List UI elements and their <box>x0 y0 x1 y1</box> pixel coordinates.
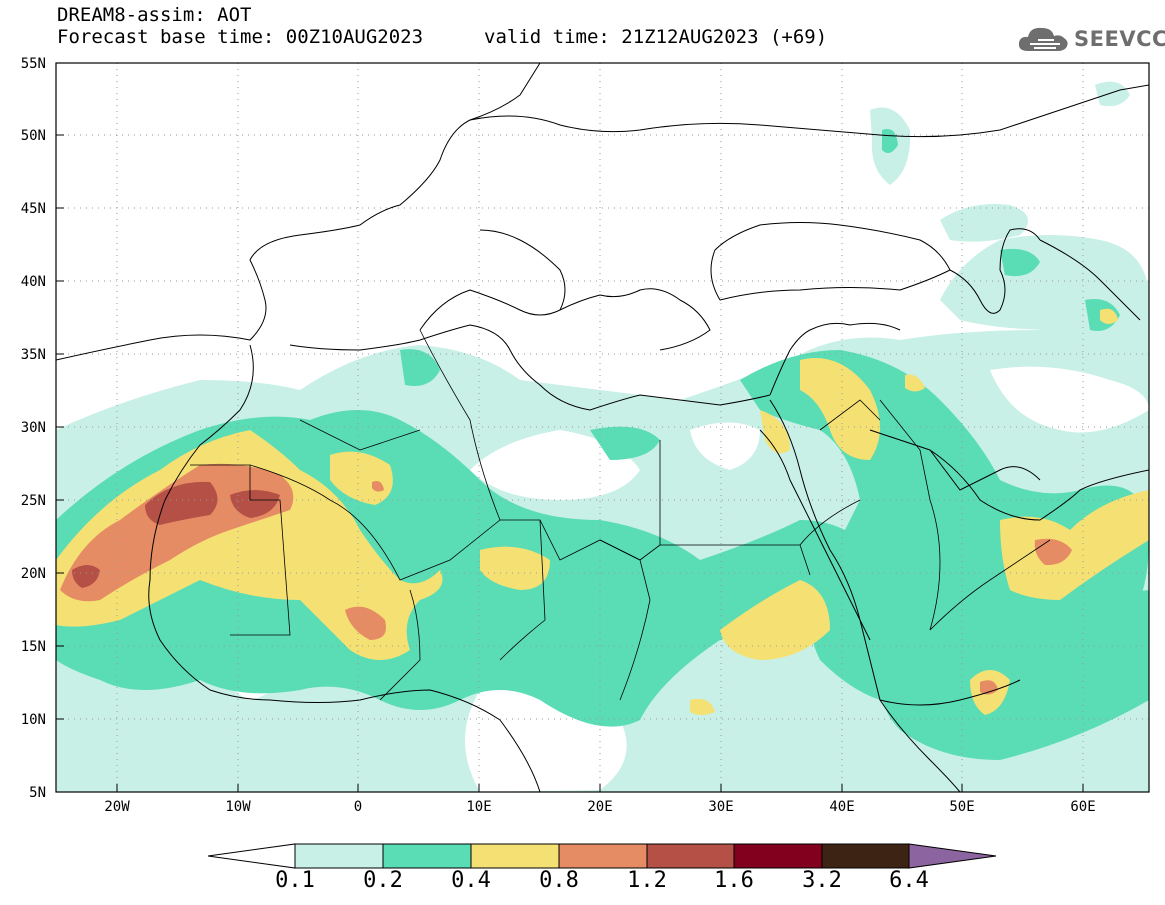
lat-labels: 5N 10N 15N 20N 25N 30N 35N 40N 45N 50N 5… <box>21 56 46 801</box>
lat-label: 55N <box>21 56 46 72</box>
lon-label: 20W <box>104 799 130 815</box>
colorbar-label: 0.2 <box>363 868 403 893</box>
aot-fields <box>56 63 1149 792</box>
valid-time: valid time: 21Z12AUG2023 (+69) <box>484 26 828 48</box>
colorbar-segment <box>646 843 735 869</box>
colorbar-segment <box>558 843 648 869</box>
colorbar-label: 6.4 <box>889 868 929 893</box>
coastlines <box>56 63 1149 792</box>
colorbar-under-arrow <box>207 843 296 869</box>
lat-label: 50N <box>21 128 46 144</box>
lat-label: 20N <box>21 566 46 582</box>
lon-label: 20E <box>587 799 612 815</box>
aot-band-1.2 <box>72 481 280 588</box>
logo-text: SEEVCCC <box>1074 27 1165 51</box>
colorbar-label: 0.8 <box>539 868 579 893</box>
graticule <box>56 63 1149 792</box>
colorbar-label: 3.2 <box>802 868 842 893</box>
lat-label: 45N <box>21 201 46 217</box>
colorbar-segment <box>733 843 823 869</box>
seevccc-logo: SEEVCCC <box>1016 22 1165 56</box>
lon-label: 60E <box>1070 799 1095 815</box>
lat-label: 5N <box>29 785 46 801</box>
colorbar-segment <box>821 843 910 869</box>
lat-label: 35N <box>21 347 46 363</box>
lat-label: 10N <box>21 712 46 728</box>
lon-label: 40E <box>829 799 854 815</box>
cloud-icon <box>1018 27 1068 51</box>
map-title: DREAM8-assim: AOT <box>57 4 252 26</box>
lon-label: 10W <box>225 799 251 815</box>
lon-labels: 20W 10W 0 10E 20E 30E 40E 50E 60E <box>104 799 1095 815</box>
colorbar-label: 1.6 <box>714 868 754 893</box>
lat-label: 30N <box>21 420 46 436</box>
lon-label: 30E <box>708 799 733 815</box>
colorbar-segment <box>382 843 472 869</box>
colorbar-label: 0.1 <box>275 868 315 893</box>
colorbar <box>207 843 997 869</box>
forecast-base-time: Forecast base time: 00Z10AUG2023 <box>57 26 424 48</box>
aot-band-0.4 <box>56 308 1149 715</box>
colorbar-label: 0.4 <box>451 868 491 893</box>
colorbar-segment <box>470 843 560 869</box>
colorbar-segment <box>294 843 384 869</box>
country-borders <box>190 329 1051 701</box>
colorbar-over-arrow <box>908 843 997 869</box>
lon-label: 50E <box>949 799 974 815</box>
axis-ticks <box>56 134 1084 792</box>
lat-label: 40N <box>21 274 46 290</box>
lat-label: 25N <box>21 493 46 509</box>
colorbar-label: 1.2 <box>627 868 667 893</box>
lon-label: 0 <box>354 799 362 815</box>
lat-label: 15N <box>21 639 46 655</box>
lon-label: 10E <box>466 799 491 815</box>
